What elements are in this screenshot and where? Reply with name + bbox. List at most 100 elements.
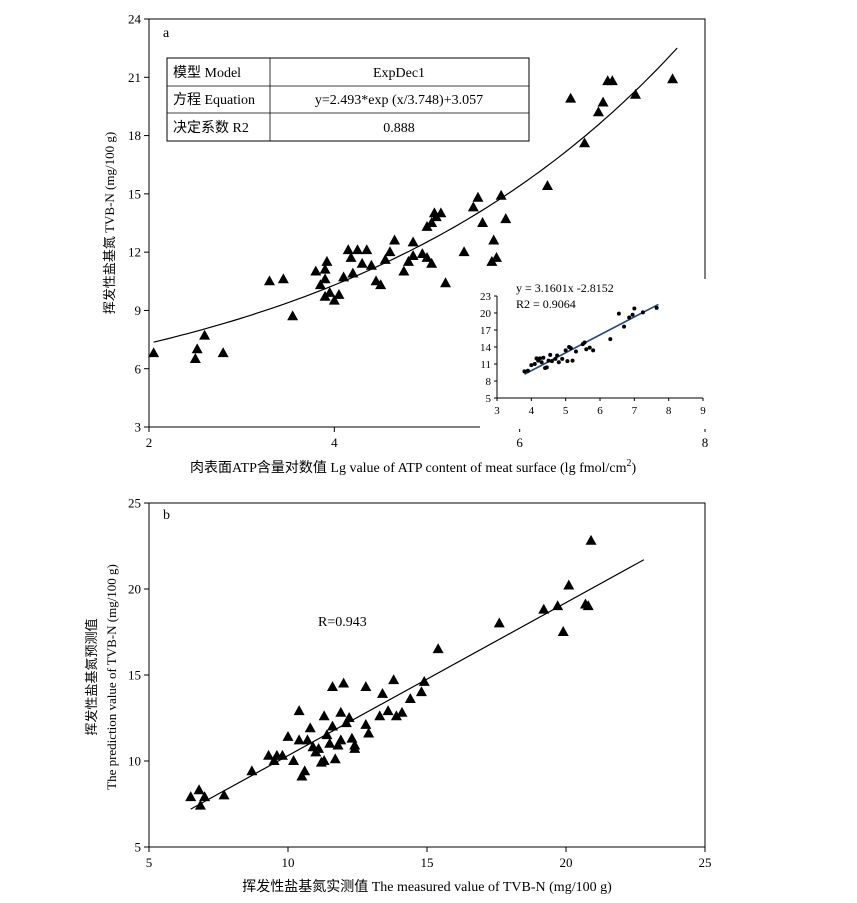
model-table-cell: 模型 Model (173, 65, 241, 81)
model-table: 模型 Model ExpDec1 方程 Equation y=2.493*exp… (166, 57, 530, 142)
panel-b-x-tick-label: 20 (560, 855, 573, 870)
inset-r-squared: R2 = 0.9064 (516, 297, 576, 311)
inset-data-point (640, 310, 645, 315)
inset-data-point (584, 347, 589, 352)
panel-a-data-point (435, 207, 447, 218)
panel-a-data-point (191, 343, 203, 354)
panel-b-data-point (493, 617, 505, 628)
inset-x-tick-label: 5 (563, 405, 569, 417)
panel-b-y-tick-label: 10 (128, 754, 141, 769)
panel-a-points (148, 73, 679, 363)
inset-data-point (587, 345, 592, 350)
panel-a-data-point (565, 92, 577, 103)
inset-data-point (539, 360, 544, 365)
panel-a-data-point (440, 277, 452, 288)
panel-a-data-point (426, 217, 438, 227)
panel-b-data-point (415, 686, 427, 697)
panel-a-y-tick-label: 24 (128, 12, 142, 27)
panel-b-data-point (185, 791, 197, 802)
panel-b-data-point (296, 770, 308, 781)
inset-data-point (632, 306, 637, 311)
panel-b-data-point (324, 737, 336, 748)
panel-b-data-point (288, 755, 300, 765)
inset-data-point (573, 349, 578, 354)
inset-y-tick-label: 20 (480, 308, 492, 320)
panel-a-data-point (375, 279, 387, 290)
inset-points (522, 305, 659, 374)
inset-data-point (546, 358, 551, 363)
inset-fit-line (524, 303, 659, 375)
panel-b-x-axis-title: 挥发性盐基氮实测值 The measured value of TVB-N (m… (242, 878, 612, 895)
panel-a-data-point (319, 263, 331, 274)
panel-b-data-point (363, 727, 375, 738)
panel-b: 5 10 15 20 25 5 10 15 20 25 b R=0.943 挥发性盐基氮实测值 T… (84, 496, 712, 895)
panel-a-data-point (319, 273, 331, 284)
panel-b-x-tick-label: 5 (146, 855, 153, 870)
panel-a-data-point (342, 244, 354, 255)
panel-b-data-point (346, 732, 358, 743)
inset-data-point (544, 365, 549, 370)
inset-data-point (616, 311, 621, 316)
panel-a-data-point (398, 265, 410, 276)
model-table-cell: 方程 Equation (173, 92, 255, 108)
panel-b-data-point (418, 675, 430, 686)
inset-data-point (560, 356, 565, 361)
inset-data-point (563, 348, 568, 353)
inset-x-tick-label: 7 (632, 405, 638, 417)
panel-a-data-point (500, 213, 512, 224)
panel-b-data-point (268, 755, 280, 765)
panel-a-data-point (217, 347, 229, 358)
inset-x-tick-label: 4 (529, 405, 535, 417)
panel-a-data-point (310, 265, 322, 276)
panel-b-data-point (563, 579, 575, 590)
inset-y-tick-label: 14 (480, 342, 492, 354)
panel-b-data-point (396, 706, 408, 717)
panel-b-data-point (332, 739, 344, 750)
panel-a-x-tick-label: 4 (331, 435, 338, 450)
inset-data-point (570, 358, 575, 363)
panel-a-data-point (148, 347, 160, 358)
panel-b-data-point (299, 765, 311, 776)
inset-data-point (532, 362, 537, 366)
panel-b-y-tick-label: 15 (128, 668, 141, 683)
panel-b-data-point (199, 791, 211, 802)
inset-data-point (548, 352, 553, 357)
panel-a-data-point (356, 257, 368, 268)
panel-a-data-point (402, 255, 414, 266)
inset-data-point (553, 356, 558, 361)
panel-b-data-point (388, 674, 400, 685)
panel-b-data-point (193, 784, 205, 795)
panel-a-data-point (541, 180, 553, 191)
panel-a-x-tick-label: 6 (516, 435, 523, 450)
panel-a-data-point (667, 73, 679, 84)
panel-b-data-point (432, 643, 444, 654)
model-table-cell: y=2.493*exp (x/3.748)+3.057 (315, 93, 483, 108)
panel-a-data-point (592, 106, 604, 117)
panel-b-points (185, 534, 597, 810)
inset-data-point (622, 324, 627, 329)
model-table-cell: ExpDec1 (373, 66, 425, 81)
inset-x-tick-label: 9 (700, 405, 706, 417)
panel-a-data-point (379, 253, 391, 264)
panel-a-data-point (488, 234, 500, 245)
panel-b-y-axis-title-en: The prediction value of TVB-N (mg/100 g) (104, 564, 119, 790)
panel-b-data-point (318, 710, 330, 721)
panel-b-data-point (293, 705, 305, 716)
panel-a-data-point (421, 252, 433, 262)
panel-a-x-axis-title: 肉表面ATP含量对数值 Lg value of ATP content of m… (190, 458, 637, 476)
panel-b-data-point (585, 534, 597, 545)
panel-b-data-point (335, 706, 347, 717)
panel-a-x-tick-label: 2 (146, 435, 153, 450)
panel-a-data-point (458, 246, 470, 257)
panel-a-data-point (324, 287, 336, 297)
panel-a-data-point (347, 267, 359, 278)
panel-a-data-point (407, 250, 419, 260)
panel-b-y-tick-label: 25 (128, 496, 141, 511)
panel-a-y-tick-label: 9 (135, 303, 142, 318)
panel-b-data-point (335, 734, 347, 745)
panel-b-data-point (313, 743, 325, 753)
panel-a-data-point (338, 271, 350, 282)
inset-data-point (525, 368, 530, 373)
inset-data-point (555, 353, 560, 358)
panel-b-data-point (404, 693, 416, 704)
